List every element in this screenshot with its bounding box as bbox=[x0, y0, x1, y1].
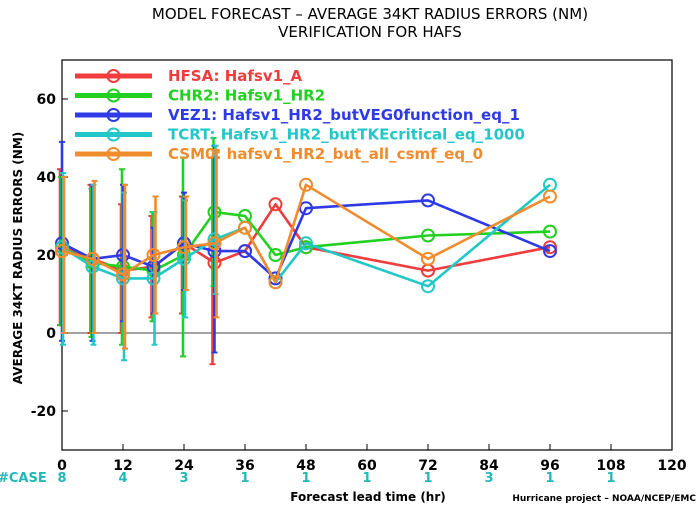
data-point bbox=[268, 248, 283, 262]
x-tick-label: 12 bbox=[113, 458, 132, 474]
case-count: 1 bbox=[362, 471, 371, 486]
x-tick-label: 24 bbox=[174, 458, 194, 474]
y-tick-label: 60 bbox=[37, 92, 57, 108]
y-tick-label: 40 bbox=[37, 170, 57, 186]
y-tick-label: 0 bbox=[46, 326, 56, 342]
series-1 bbox=[55, 137, 557, 358]
data-point bbox=[299, 236, 313, 251]
credit-text: Hurricane project – NOAA/NCEP/EMC bbox=[512, 494, 696, 504]
legend-entry: CSM0: hafsv1_HR2_but_all_csmf_eq_0 bbox=[75, 145, 483, 163]
legend-label: VEZ1: Hafsv1_HR2_butVEG0function_eq_1 bbox=[168, 106, 520, 124]
data-point bbox=[116, 267, 130, 282]
data-point bbox=[238, 244, 252, 259]
chart-title: MODEL FORECAST – AVERAGE 34KT RADIUS ERR… bbox=[152, 5, 588, 23]
case-count: 4 bbox=[118, 471, 127, 486]
data-point bbox=[421, 228, 435, 243]
data-point bbox=[268, 197, 283, 212]
data-point bbox=[543, 224, 557, 239]
x-axis-label: Forecast lead time (hr) bbox=[290, 490, 446, 504]
series-line bbox=[61, 183, 551, 288]
data-point bbox=[543, 244, 557, 259]
data-point bbox=[268, 275, 283, 290]
legend-marker bbox=[106, 88, 121, 103]
data-point bbox=[85, 251, 100, 266]
legend-entry: HFSA: Hafsv1_A bbox=[75, 67, 303, 85]
x-tick-label: 0 bbox=[57, 458, 67, 474]
chart-subtitle: VERIFICATION FOR HAFS bbox=[278, 23, 462, 41]
case-count: 1 bbox=[301, 471, 310, 486]
case-count: 1 bbox=[240, 471, 249, 486]
x-tick-label: 72 bbox=[418, 458, 437, 474]
legend-entry: VEZ1: Hafsv1_HR2_butVEG0function_eq_1 bbox=[75, 106, 520, 124]
data-point bbox=[85, 259, 100, 274]
series-4 bbox=[55, 148, 557, 350]
data-point bbox=[238, 220, 252, 235]
x-tick-label: 48 bbox=[296, 458, 315, 474]
data-point bbox=[116, 271, 130, 286]
legend-marker bbox=[106, 69, 121, 83]
data-point bbox=[268, 271, 283, 286]
legend-label: CSM0: hafsv1_HR2_but_all_csmf_eq_0 bbox=[168, 145, 483, 163]
legend-label: CHR2: Hafsv1_HR2 bbox=[168, 87, 325, 105]
data-point bbox=[146, 248, 161, 262]
case-count: 1 bbox=[606, 471, 615, 486]
legend-marker bbox=[106, 127, 121, 142]
y-axis-label: AVERAGE 34KT RADIUS ERRORS (NM) bbox=[11, 132, 25, 384]
legend-entry: TCRT: Hafsv1_HR2_butTKEcritical_eq_1000 bbox=[75, 126, 525, 144]
x-tick-label: 108 bbox=[596, 458, 625, 474]
case-count: 8 bbox=[57, 471, 66, 486]
x-tick-label: 60 bbox=[357, 458, 377, 474]
legend-label: TCRT: Hafsv1_HR2_butTKEcritical_eq_1000 bbox=[168, 126, 525, 144]
data-point bbox=[55, 240, 69, 255]
data-point bbox=[146, 271, 161, 286]
y-tick-label: 20 bbox=[37, 248, 57, 264]
data-point bbox=[421, 279, 435, 294]
data-point bbox=[207, 236, 222, 251]
data-point bbox=[299, 177, 313, 192]
legend-marker bbox=[106, 108, 121, 122]
x-tick-label: 84 bbox=[479, 458, 499, 474]
x-tick-label: 120 bbox=[657, 458, 686, 474]
data-point bbox=[177, 240, 191, 255]
x-tick-label: 36 bbox=[235, 458, 254, 474]
data-point bbox=[421, 251, 435, 266]
case-count: 1 bbox=[545, 471, 554, 486]
data-point bbox=[543, 189, 557, 204]
legend-label: HFSA: Hafsv1_A bbox=[168, 67, 303, 85]
data-point bbox=[55, 244, 69, 259]
series-line bbox=[61, 183, 551, 284]
data-point bbox=[299, 240, 313, 255]
data-point bbox=[421, 193, 435, 208]
case-count: 3 bbox=[484, 471, 493, 486]
case-count: 1 bbox=[423, 471, 432, 486]
y-tick-label: -20 bbox=[31, 404, 57, 420]
legend-marker bbox=[106, 147, 121, 161]
case-count: 3 bbox=[179, 471, 188, 486]
x-tick-label: 96 bbox=[540, 458, 559, 474]
case-count-label: #CASE bbox=[0, 471, 47, 486]
legend-entry: CHR2: Hafsv1_HR2 bbox=[75, 87, 325, 105]
